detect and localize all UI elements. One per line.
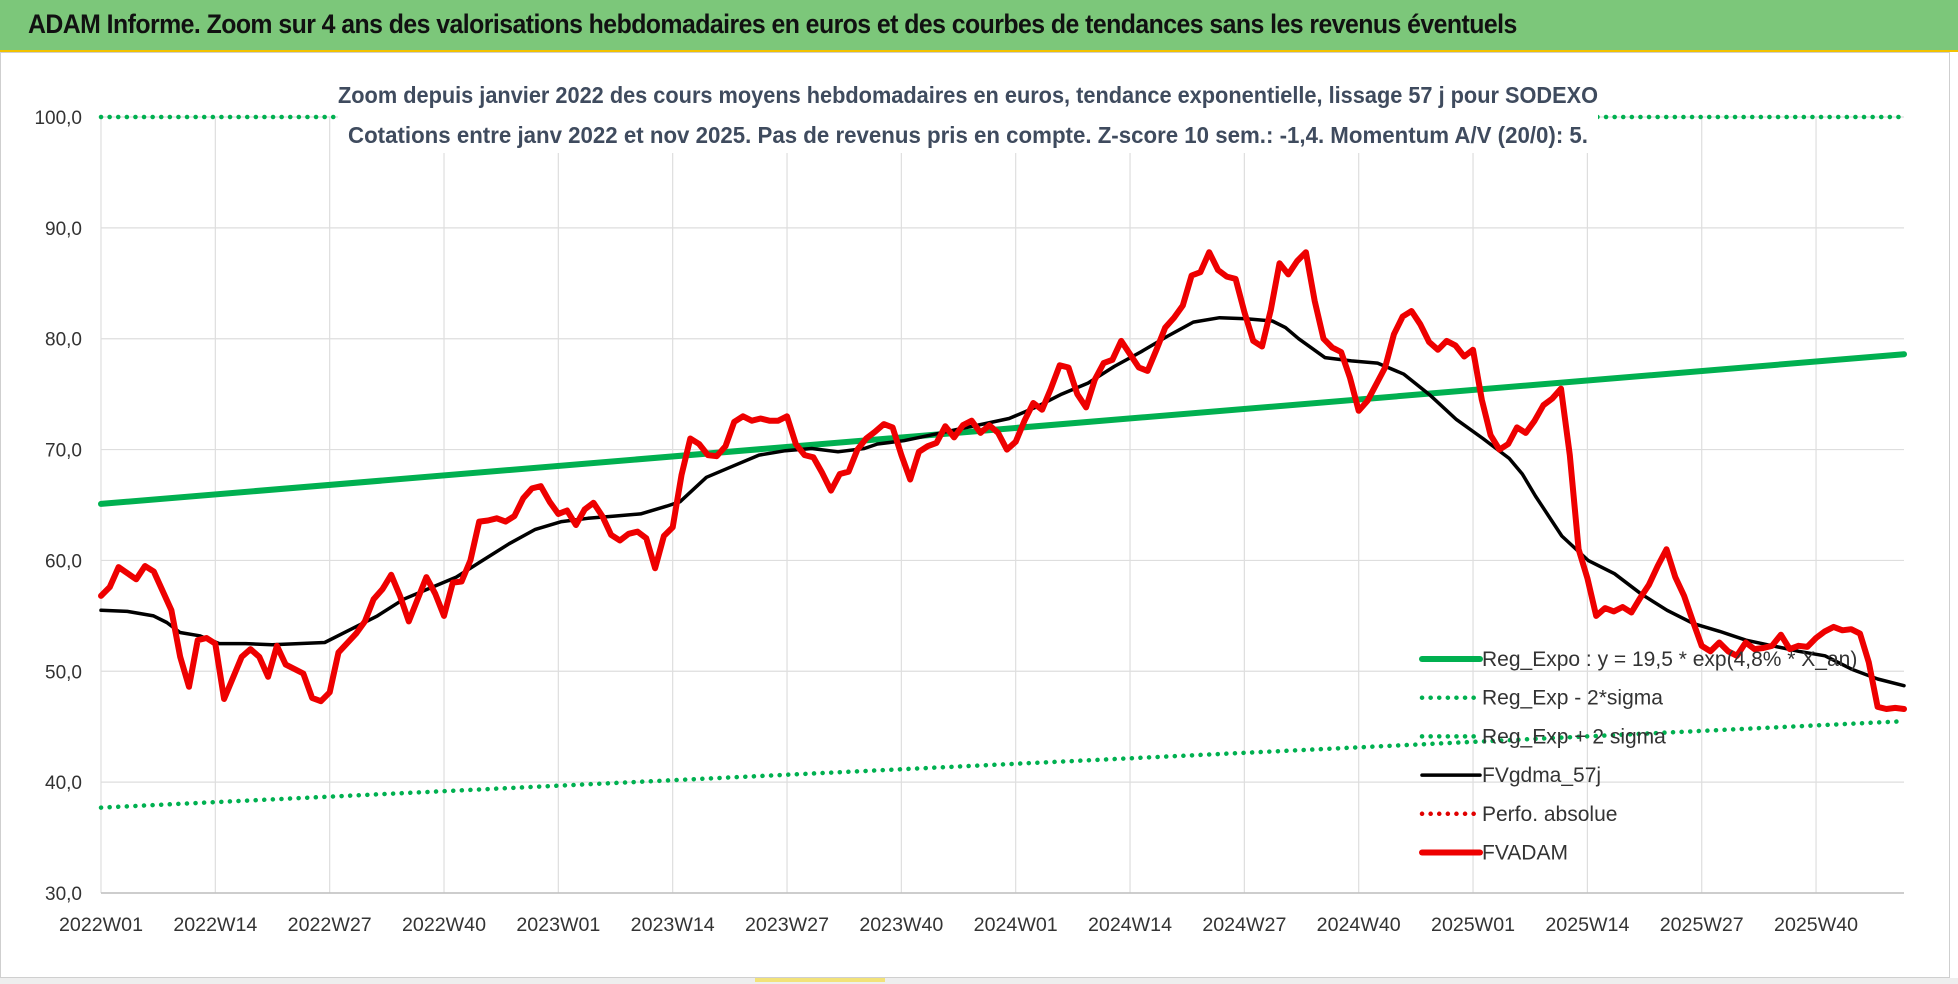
y-tick-label: 50,0 — [45, 662, 82, 683]
legend-label: Perfo. absolue — [1482, 803, 1617, 826]
legend-label: FVgdma_57j — [1482, 764, 1601, 787]
y-tick-label: 70,0 — [45, 441, 82, 462]
x-tick-label: 2022W27 — [288, 915, 372, 936]
legend-label: FVADAM — [1482, 842, 1568, 865]
x-tick-label: 2024W40 — [1317, 915, 1401, 936]
x-tick-label: 2024W01 — [974, 915, 1058, 936]
chart-area-border — [0, 52, 1950, 978]
title-background — [338, 77, 1598, 153]
x-axis-ticks: 2022W01 2022W14 2022W27 2022W40 2023W01 2023W… — [59, 915, 1858, 936]
x-tick-label: 2023W14 — [631, 915, 715, 936]
y-tick-label: 40,0 — [45, 773, 82, 794]
legend-label: Reg_Expo : y = 19,5 * exp(4,8% * X_an) — [1482, 648, 1857, 671]
y-tick-label: 90,0 — [45, 219, 82, 240]
x-tick-label: 2023W27 — [745, 915, 829, 936]
series-line-fvgdma-57j — [99, 315, 1906, 688]
x-tick-label: 2022W40 — [402, 915, 486, 936]
bottom-accent — [755, 978, 885, 982]
x-tick-label: 2024W27 — [1202, 915, 1286, 936]
x-tick-label: 2023W01 — [516, 915, 600, 936]
x-tick-label: 2022W14 — [173, 915, 257, 936]
x-tick-label: 2025W27 — [1660, 915, 1744, 936]
chart-subtitle: Cotations entre janv 2022 et nov 2025. P… — [348, 122, 1588, 148]
x-tick-label: 2023W40 — [859, 915, 943, 936]
report-banner: ADAM Informe. Zoom sur 4 ans des valoris… — [0, 0, 1958, 52]
legend-label: Reg_Exp + 2 sigma — [1482, 725, 1666, 748]
x-tick-label: 2025W14 — [1545, 915, 1629, 936]
bottom-strip — [0, 978, 1958, 984]
x-tick-label: 2022W01 — [59, 915, 143, 936]
y-tick-label: 30,0 — [45, 884, 82, 905]
y-tick-label: 80,0 — [45, 330, 82, 351]
series-line-reg-expo-y-19-5-exp-4-8-x-an — [98, 351, 1907, 507]
chart-titles: Zoom depuis janvier 2022 des cours moyen… — [338, 77, 1598, 153]
x-tick-label: 2024W14 — [1088, 915, 1172, 936]
chart-title: Zoom depuis janvier 2022 des cours moyen… — [338, 82, 1598, 108]
y-tick-label: 60,0 — [45, 551, 82, 572]
x-tick-label: 2025W40 — [1774, 915, 1858, 936]
report-title: ADAM Informe. Zoom sur 4 ans des valoris… — [28, 9, 1517, 39]
series-line-fvadam — [98, 249, 1907, 712]
series-line-reg-exp-2-sigma — [98, 718, 1907, 810]
x-tick-label: 2025W01 — [1431, 915, 1515, 936]
legend-label: Reg_Exp - 2*sigma — [1482, 687, 1663, 710]
y-tick-label: 100,0 — [34, 108, 82, 129]
gridlines — [100, 116, 1904, 894]
y-axis-ticks: 30,0 40,0 50,0 60,0 70,0 80,0 90,0 100,0 — [34, 108, 82, 905]
legend: Reg_Expo : y = 19,5 * exp(4,8% * X_an) Re… — [1419, 648, 1857, 865]
